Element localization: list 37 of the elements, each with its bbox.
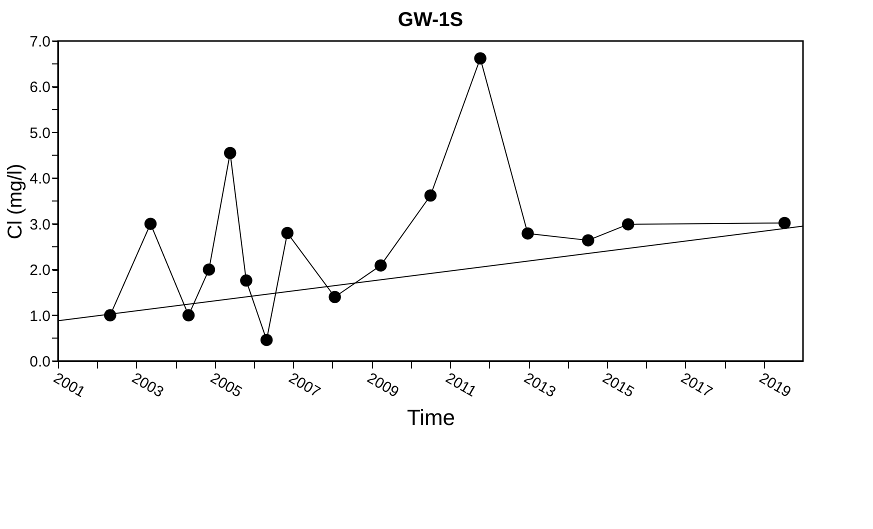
y-tick-label: 6.0 (30, 79, 50, 96)
point (104, 309, 116, 322)
y-tick-label: 0.0 (30, 354, 50, 370)
point (778, 216, 791, 230)
point (622, 218, 634, 230)
x-tick-label: 2019 (756, 370, 794, 402)
x-axis-title: Time (406, 405, 456, 430)
x-tick-label: 2005 (207, 370, 245, 402)
y-tick-label: 7.0 (30, 34, 50, 50)
x-tick-label: 2009 (364, 370, 402, 402)
point (474, 52, 486, 64)
y-tick-label: 5.0 (30, 124, 50, 142)
point (224, 146, 236, 160)
y-tick-label: 2.0 (30, 262, 50, 280)
point (240, 274, 252, 287)
point (182, 309, 195, 322)
point (424, 189, 437, 202)
y-tick-label: 1.0 (30, 308, 50, 325)
point (582, 234, 594, 246)
x-tick-label: 2017 (678, 370, 716, 402)
y-axis-title: Cl (mg/l) (4, 164, 27, 240)
x-tick-label: 2011 (442, 370, 480, 400)
point (522, 227, 534, 240)
point (202, 263, 216, 276)
point (281, 226, 294, 240)
x-tick-label: 2003 (128, 370, 166, 402)
y-tick-label: 3.0 (30, 216, 50, 234)
point (144, 218, 157, 230)
x-tick-label: 2015 (599, 370, 637, 402)
point (260, 334, 273, 346)
x-tick-label: 2007 (286, 370, 324, 402)
point (374, 259, 387, 272)
point (328, 290, 341, 304)
x-tick-label: 2013 (521, 370, 558, 402)
y-tick-label: 4.0 (30, 170, 50, 188)
chart-title: GW-1S (398, 9, 464, 31)
x-tick-label: 2001 (50, 370, 88, 402)
